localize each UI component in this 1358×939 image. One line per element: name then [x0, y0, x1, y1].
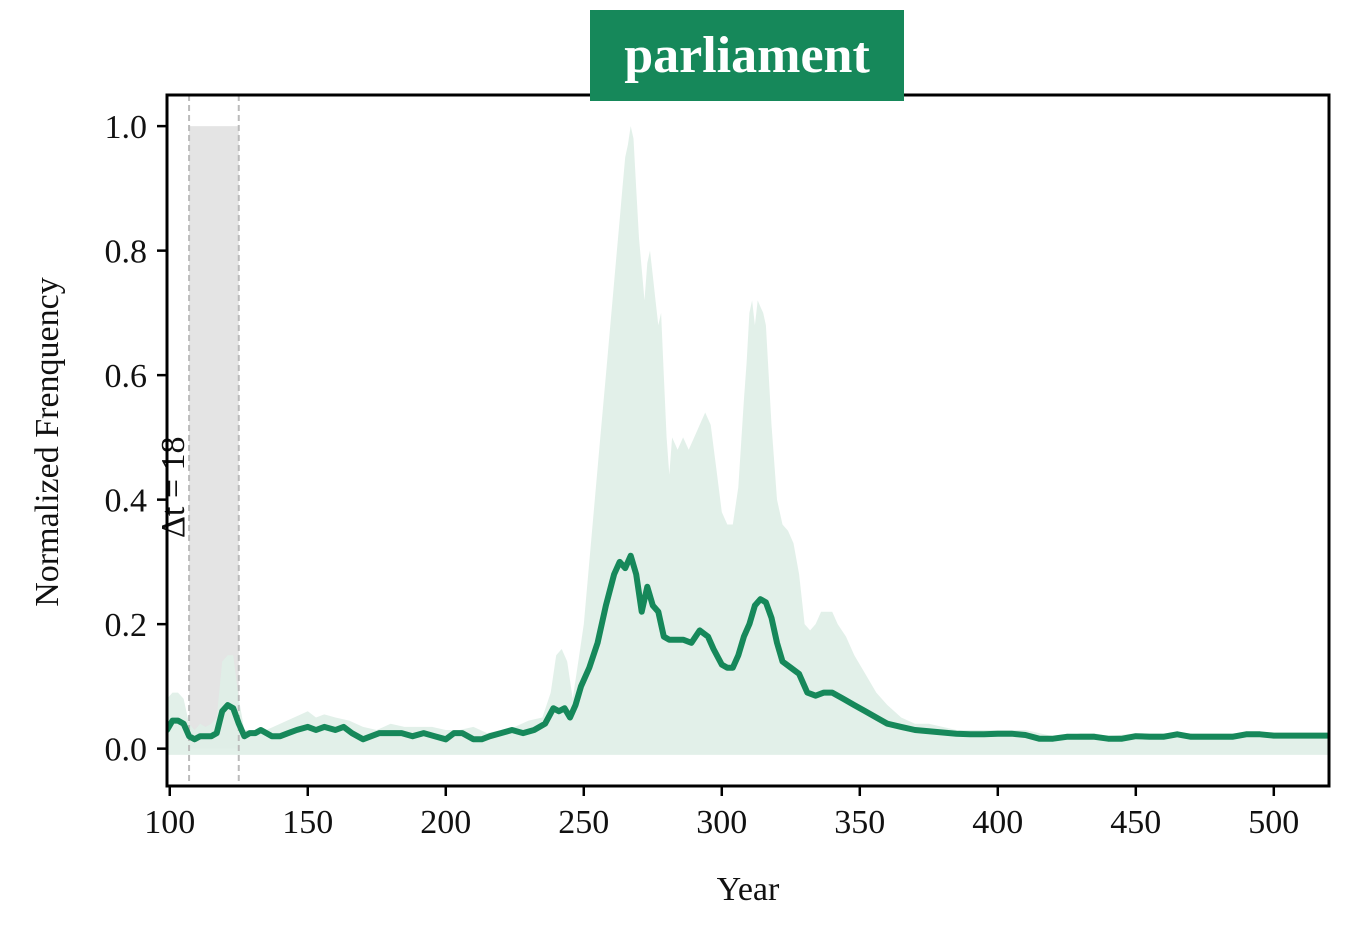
y-tick-label: 1.0 [105, 109, 148, 146]
highlight-region [189, 126, 239, 749]
x-tick-label: 300 [696, 804, 747, 841]
x-axis-label: Year [717, 871, 780, 908]
y-tick-label: 0.4 [105, 483, 148, 520]
y-axis: 0.0 0.2 0.4 0.6 0.8 1.0 [105, 109, 167, 769]
y-tick-label: 0.2 [105, 607, 148, 644]
x-tick-label: 500 [1248, 804, 1299, 841]
y-tick-label: 0.0 [105, 732, 148, 769]
x-tick-label: 450 [1110, 804, 1161, 841]
series-band [167, 126, 1329, 755]
series-line [167, 552, 1329, 743]
y-axis-label: Normalized Frenquency [29, 277, 66, 607]
y-tick-label: 0.8 [105, 234, 148, 271]
x-tick-label: 200 [420, 804, 471, 841]
x-tick-label: 400 [972, 804, 1023, 841]
plot-content [167, 95, 1329, 786]
x-tick-label: 150 [282, 804, 333, 841]
x-tick-label: 250 [558, 804, 609, 841]
chart-title: parliament [590, 10, 904, 101]
x-tick-label: 100 [144, 804, 195, 841]
x-tick-label: 350 [834, 804, 885, 841]
x-axis: 100 150 200 250 300 350 400 450 500 [144, 786, 1299, 841]
highlight-label: Δt = 18 [155, 436, 192, 538]
y-tick-label: 0.6 [105, 358, 148, 395]
